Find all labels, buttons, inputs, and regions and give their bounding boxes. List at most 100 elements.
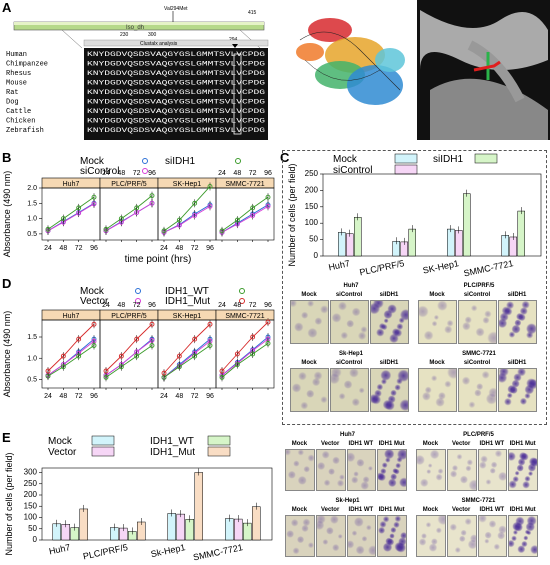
legend-label: Vector [48,447,77,458]
bar [447,228,455,257]
bar [185,519,194,541]
legend-swatch [474,153,498,164]
data-point [192,353,198,359]
micrograph-image [446,515,477,557]
species-label: Chimpanzee [6,61,48,69]
plot-frame [322,173,542,257]
micrograph-label: IDH1 WT [348,441,374,447]
facet-label: SMMC-7721 [225,313,264,320]
data-point [60,364,66,370]
micrograph-label: Mock [422,507,439,513]
micrograph-image [346,449,377,491]
species-label: Dog [6,99,19,107]
micrograph-image [315,449,346,491]
y-tick-label: 100 [305,218,319,227]
top-tick-label: 24 [102,170,110,177]
top-tick-label: 72 [133,170,141,177]
micrograph-image [330,368,369,412]
data-point [219,228,225,234]
data-point [134,205,140,211]
micrograph-label: IDH1 Mut [378,507,405,513]
micrograph-label: Mock [291,441,308,447]
alignment-sequence: KNYDGDVQSDSVAQGYGSLGMMTSVLVCPDG [87,108,265,115]
micrographs-c: Huh7 Mock siControl siIDH1 PLC/PRF/5 Mock siCo… [290,283,546,423]
micrograph-image [416,449,446,491]
data-point [76,353,82,359]
category-label: SK-Hep1 [422,258,460,275]
x-tick-label: 96 [90,393,98,400]
micrograph-image [446,449,477,491]
micrograph-label: Vector [320,507,340,513]
series-line [163,205,211,233]
alignment-sequence: KNYDGDVQSDSVAQGYGSLGMMTSVLVCPDG [87,118,265,125]
legend-label: siControl [333,165,372,176]
data-point [149,193,155,199]
y-tick-label: 0 [314,251,319,260]
series-line [105,345,153,378]
micrograph-image [477,515,508,557]
alignment-block [84,48,268,140]
legend-label: IDH1_WT [165,286,209,297]
panel-label-c: C [280,150,290,165]
category-label: PLC/PRF/5 [82,542,129,561]
facet-label: Huh7 [63,313,80,320]
data-point [60,353,66,359]
legend-swatch [394,153,418,164]
micrograph-image [290,368,329,412]
micrograph-image [290,300,329,344]
micrograph-label: siControl [335,360,363,366]
facet-label: Huh7 [63,181,80,188]
plot-frame [41,467,273,541]
data-point [149,200,155,206]
x-tick-label: 72 [191,393,199,400]
legend-label: IDH1_WT [150,436,194,447]
data-point [219,368,225,374]
micrograph-image [498,300,537,344]
y-tick-label: 1.5 [27,334,37,341]
facet-panel [41,187,101,241]
legend-label: IDH1_Mut [165,296,210,307]
micrograph-label: siControl [463,292,491,298]
micrograph-label: IDH1 Mut [509,441,536,447]
data-point [219,374,225,380]
bar [346,233,354,257]
x-tick-label: 48 [175,245,183,252]
bar [167,513,176,541]
alignment-sequence: KNYDGDVQSDSVAQGYGSLGMMTSVLVCPDG [87,99,265,106]
data-point [134,353,140,359]
top-tick-label: 48 [233,302,241,309]
bar [354,217,362,257]
panel-label-b: B [2,150,12,165]
micrograph-label: Mock [429,292,445,298]
x-tick-label: 48 [175,393,183,400]
species-label: Rhesus [6,70,31,78]
data-point [118,353,124,359]
clustal-title: Clustalx analysis [140,41,178,47]
domain-bar-highlight [14,22,264,25]
y-tick-label: 150 [305,202,319,211]
micrograph-image [458,368,497,412]
micrograph-group-title: Huh7 [340,432,355,438]
micrograph-image [508,515,538,557]
bar [501,235,509,257]
domain-label: Iso_dh [126,25,144,31]
y-axis-label: Number of cells (per field) [4,452,14,555]
y-tick-label: 50 [309,235,318,244]
legend-marker [142,158,148,164]
pos-start: 230 [120,32,129,38]
micrograph-image [346,515,377,557]
bar [463,193,471,257]
legend-label: Mock [80,286,105,297]
top-tick-label: 96 [148,302,156,309]
data-point [103,226,109,232]
species-label: Cattle [6,108,31,116]
data-point [234,217,240,223]
micrographs-e: Huh7 Mock Vector IDH1 WT IDH1 Mut PLC/PRF/5 Mo… [285,432,547,563]
data-point [76,205,82,211]
category-label: PLC/PRF/5 [359,258,406,277]
series-line [47,196,95,230]
x-tick-label: 24 [44,393,52,400]
micrograph-label: Mock [422,441,439,447]
series-line [47,345,95,377]
